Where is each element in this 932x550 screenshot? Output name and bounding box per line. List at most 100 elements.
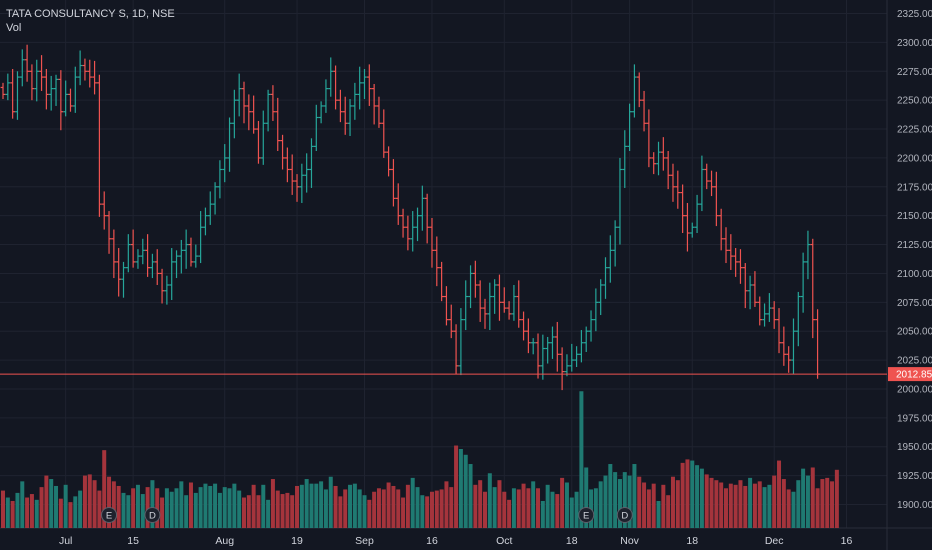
volume-bar xyxy=(632,464,637,528)
volume-bar xyxy=(492,487,497,528)
volume-bar xyxy=(651,483,656,528)
price-tick-label: 2150.00 xyxy=(897,211,932,222)
volume-bar xyxy=(92,480,97,528)
volume-bar xyxy=(434,490,439,528)
chart-legend: TATA CONSULTANCY S, 1D, NSE Vol xyxy=(6,7,175,35)
volume-bar xyxy=(44,475,49,528)
volume-bar xyxy=(352,483,357,528)
volume-bar xyxy=(275,490,280,528)
volume-label: Vol xyxy=(6,22,22,34)
volume-bar xyxy=(637,476,642,528)
volume-bar xyxy=(704,474,709,528)
volume-bar xyxy=(160,497,165,528)
volume-bar xyxy=(748,477,753,528)
volume-bar xyxy=(285,492,290,528)
volume-bar xyxy=(531,481,536,528)
volume-bar xyxy=(540,500,545,528)
volume-bar xyxy=(598,481,603,528)
volume-bar xyxy=(487,473,492,528)
event-marker-label: E xyxy=(583,511,589,522)
volume-bar xyxy=(396,489,401,528)
volume-bar xyxy=(458,449,463,528)
volume-bar xyxy=(386,482,391,528)
volume-bar xyxy=(357,489,362,528)
volume-bar xyxy=(319,481,324,528)
volume-bar xyxy=(439,489,444,528)
volume-bar xyxy=(608,464,613,528)
time-tick-label: Oct xyxy=(496,535,512,547)
volume-bar xyxy=(251,484,256,528)
volume-bar xyxy=(295,485,300,528)
volume-bar xyxy=(405,484,410,528)
volume-bar xyxy=(593,488,598,528)
volume-bar xyxy=(5,497,10,528)
volume-bar xyxy=(555,494,560,528)
time-tick-label: Aug xyxy=(215,535,234,547)
volume-bar xyxy=(82,475,87,528)
dividend-icon[interactable] xyxy=(144,507,161,523)
volume-bar xyxy=(232,483,237,528)
volume-bar xyxy=(497,480,502,528)
time-tick-label: Nov xyxy=(620,535,639,547)
volume-bar xyxy=(511,488,516,528)
event-marker-label: D xyxy=(621,511,628,522)
volume-bar xyxy=(39,487,44,528)
volume-bar xyxy=(574,491,579,528)
volume-bar xyxy=(415,487,420,528)
time-tick-label: 18 xyxy=(686,535,698,547)
volume-bar xyxy=(174,488,179,528)
volume-bar xyxy=(752,483,757,528)
volume-bar xyxy=(627,475,632,528)
time-tick-label: 19 xyxy=(291,535,303,547)
volume-bar xyxy=(762,487,767,528)
volume-bar xyxy=(584,467,589,528)
volume-bar xyxy=(473,484,478,528)
volume-bar xyxy=(256,495,261,528)
volume-bar xyxy=(743,485,748,528)
time-tick-label: Jul xyxy=(59,535,72,547)
price-tick-label: 2225.00 xyxy=(897,125,932,136)
volume-bar xyxy=(757,481,762,528)
price-tick-label: 1975.00 xyxy=(897,413,932,424)
earnings-icon[interactable] xyxy=(578,507,595,523)
volume-bar xyxy=(140,494,145,528)
volume-bar xyxy=(666,495,671,528)
event-marker: D xyxy=(144,507,161,523)
price-tick-label: 2275.00 xyxy=(897,67,932,78)
volume-bar xyxy=(796,480,801,528)
volume-bar xyxy=(777,460,782,528)
price-tick-label: 2000.00 xyxy=(897,384,932,395)
volume-bar xyxy=(444,481,449,528)
volume-bar xyxy=(646,489,651,528)
volume-bar xyxy=(203,483,208,528)
volume-bar xyxy=(830,481,835,528)
volume-bar xyxy=(150,480,155,528)
volume-bar xyxy=(372,491,377,528)
volume-bar xyxy=(362,495,367,528)
volume-bar xyxy=(781,479,786,528)
volume-bar xyxy=(338,496,343,528)
volume-bar xyxy=(656,500,661,528)
volume-bar xyxy=(34,499,39,528)
volume-bar xyxy=(25,497,30,528)
volume-bar xyxy=(54,485,59,528)
volume-bar xyxy=(719,482,724,528)
volume-bar xyxy=(73,496,78,528)
volume-bar xyxy=(10,500,15,528)
earnings-icon[interactable] xyxy=(101,507,118,523)
event-marker: D xyxy=(616,507,633,523)
event-marker-label: D xyxy=(149,511,156,522)
dividend-icon[interactable] xyxy=(616,507,633,523)
price-tick-label: 2125.00 xyxy=(897,240,932,251)
volume-bar xyxy=(791,491,796,528)
price-tick-label: 2300.00 xyxy=(897,38,932,49)
volume-bar xyxy=(420,495,425,528)
volume-bar xyxy=(164,488,169,528)
volume-bar xyxy=(333,485,338,528)
time-tick-label: Dec xyxy=(765,535,784,547)
volume-bar xyxy=(521,483,526,528)
volume-bar xyxy=(463,454,468,528)
volume-bar xyxy=(20,481,25,528)
volume-bar xyxy=(617,479,622,528)
